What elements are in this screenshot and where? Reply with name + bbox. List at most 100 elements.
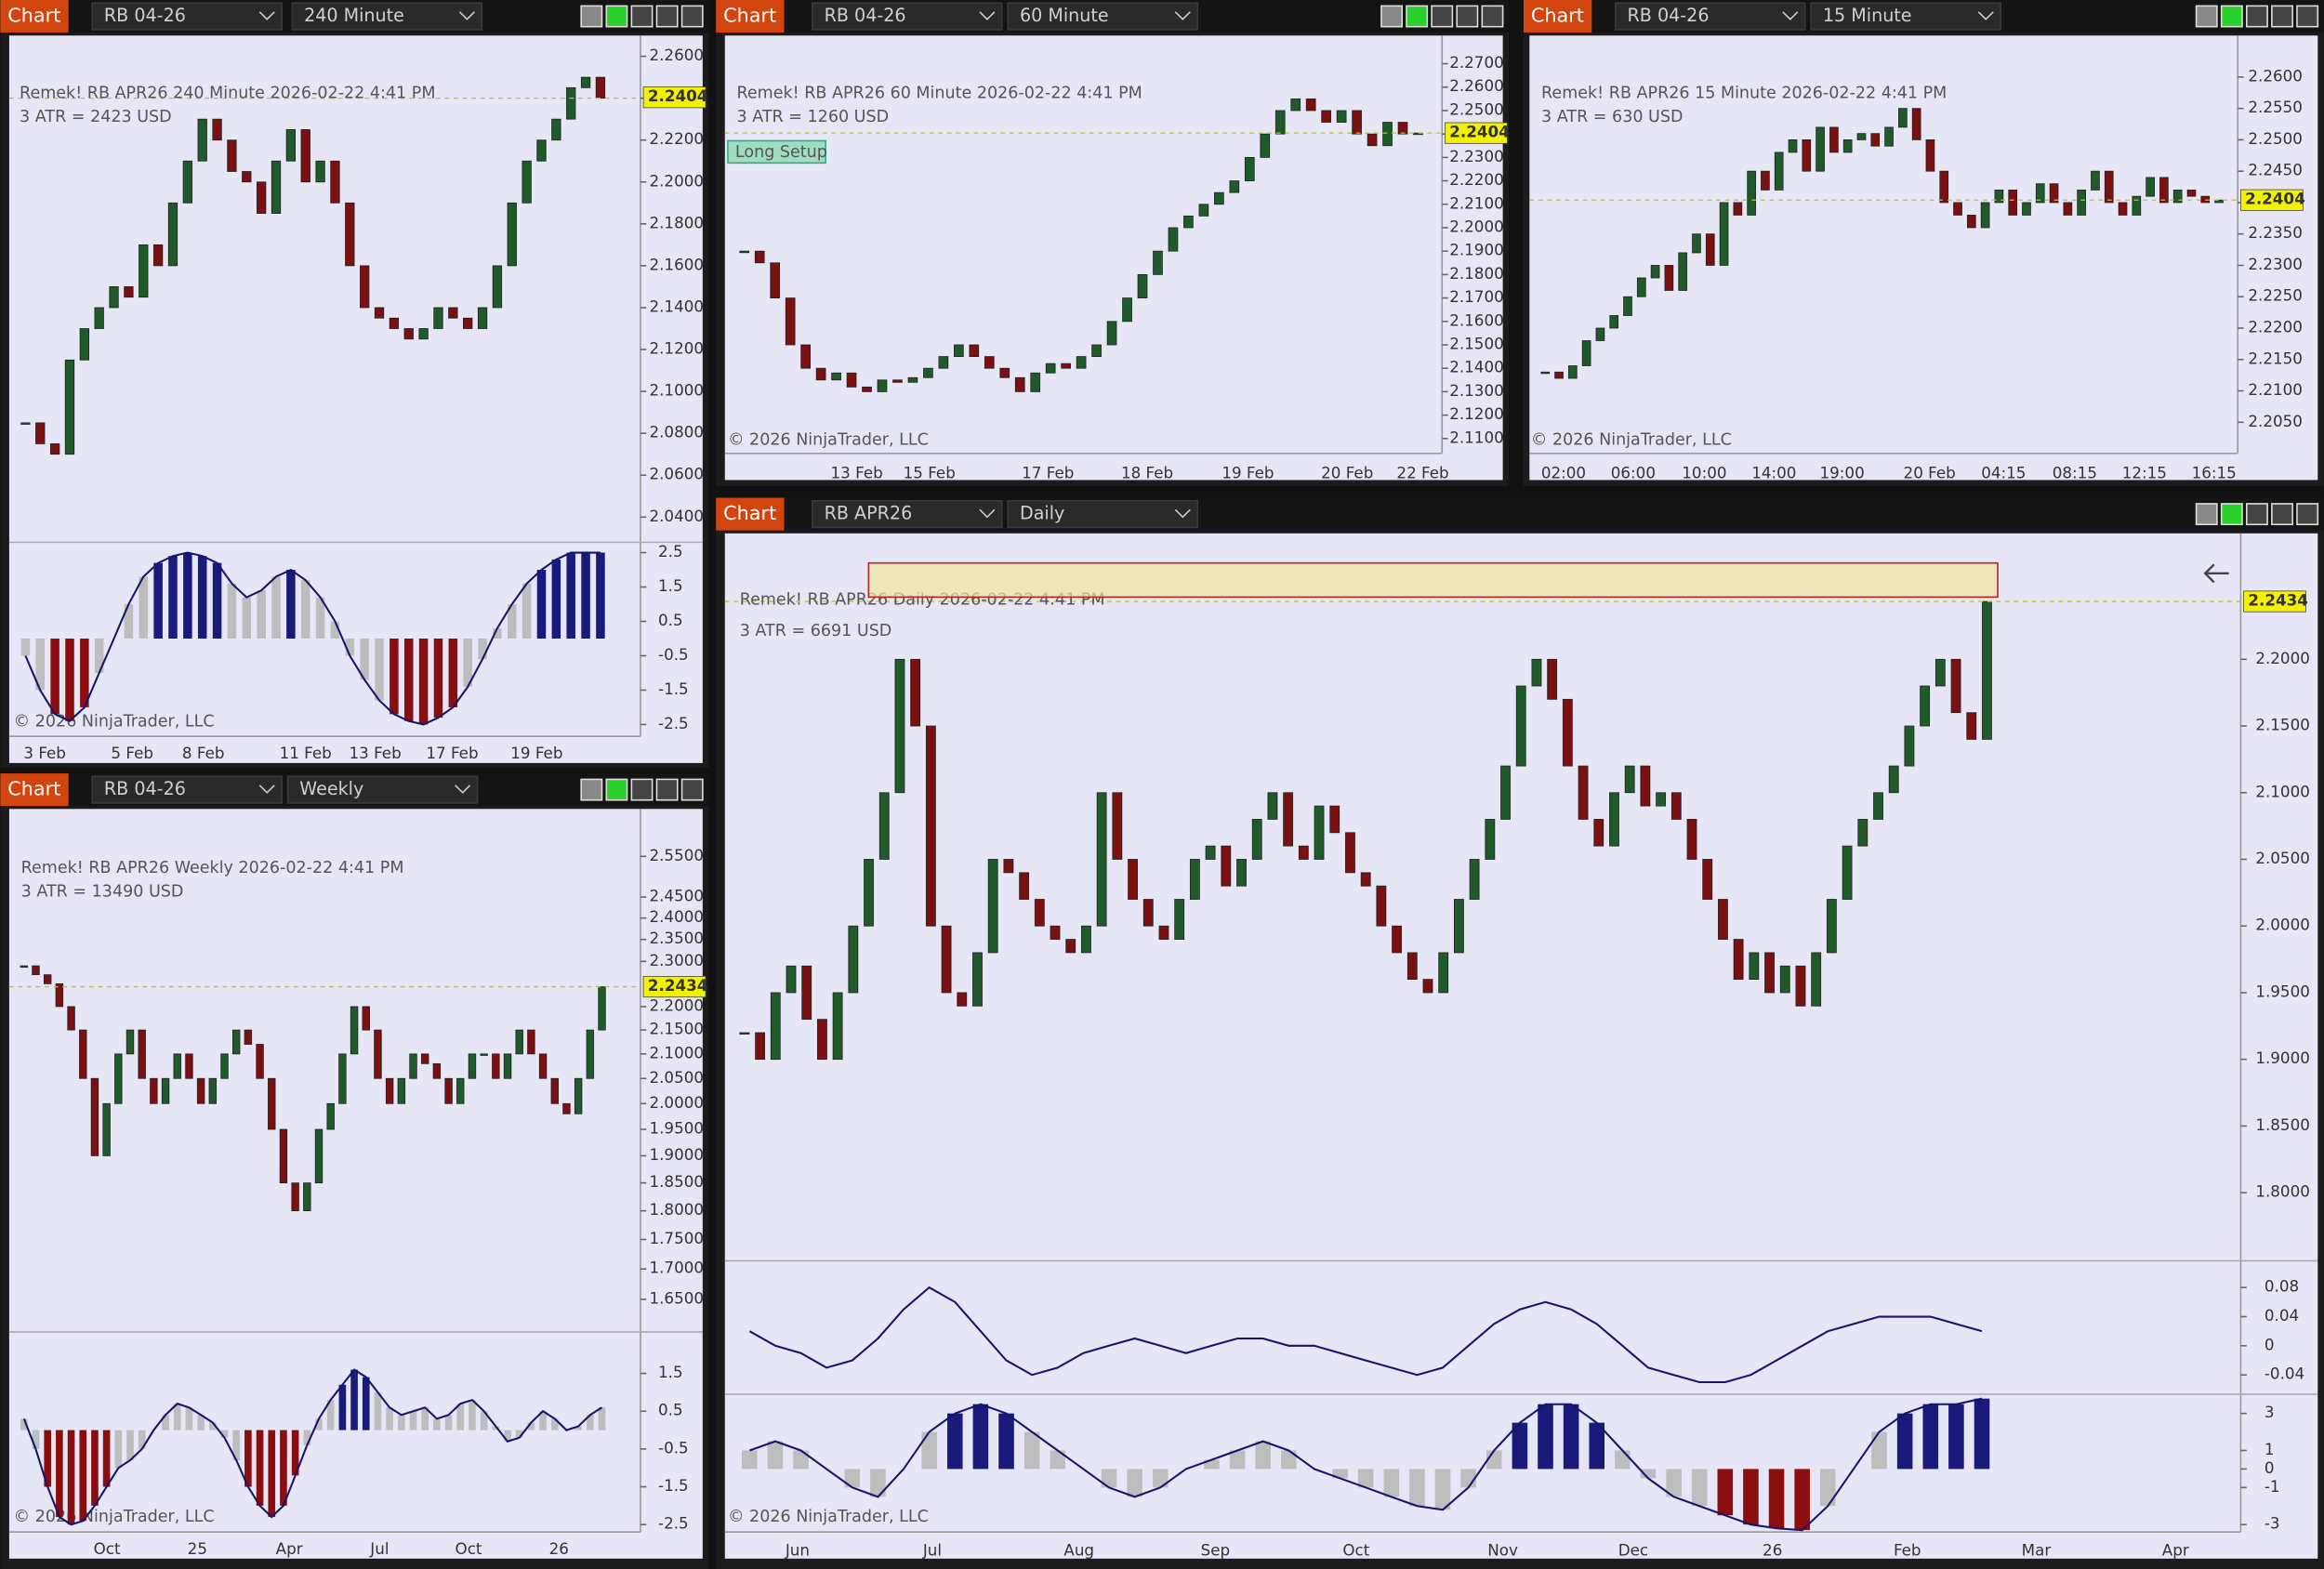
chart-tab[interactable] <box>1523 0 1592 33</box>
osc-bar <box>1409 1469 1425 1507</box>
window-button[interactable] <box>1431 5 1454 28</box>
candle <box>463 317 473 329</box>
osc-bar <box>1255 1441 1271 1470</box>
chart-tab-label[interactable]: Chart <box>723 502 776 524</box>
window-button[interactable] <box>655 5 679 28</box>
chart-tab-label[interactable]: Chart <box>7 5 60 27</box>
window-button[interactable] <box>2296 5 2319 28</box>
interval-label[interactable]: Weekly <box>299 778 363 799</box>
candle <box>1888 765 1899 794</box>
instrument-label[interactable]: RB APR26 <box>825 503 913 524</box>
price-tick-label: 2.2250 <box>2248 286 2303 305</box>
chart-tab[interactable] <box>716 0 785 33</box>
osc-bar <box>153 562 163 639</box>
window-button[interactable] <box>2245 5 2268 28</box>
price-tick-label: 2.0000 <box>2255 916 2310 934</box>
window-button[interactable] <box>680 778 704 801</box>
interval-selector[interactable] <box>1007 2 1199 31</box>
copyright: © 2026 NinjaTrader, LLC <box>14 1508 215 1526</box>
interval-label[interactable]: Daily <box>1020 503 1064 524</box>
window-button[interactable] <box>2195 5 2218 28</box>
osc-bar <box>168 556 178 639</box>
candle <box>330 160 340 204</box>
chart-tab[interactable] <box>0 773 69 807</box>
x-tick-label: 3 Feb <box>23 744 66 762</box>
osc-bar <box>1204 1459 1220 1470</box>
price-tick-label: 2.3000 <box>649 951 704 969</box>
price-tick-label: 1.8500 <box>649 1172 704 1191</box>
window-button[interactable] <box>1481 5 1504 28</box>
candle <box>1267 792 1278 820</box>
interval-selector[interactable] <box>291 2 483 31</box>
instrument-selector[interactable] <box>1614 2 1806 31</box>
window-button[interactable] <box>1456 5 1479 28</box>
window-button[interactable] <box>2296 503 2319 526</box>
interval-label[interactable]: 15 Minute <box>1823 5 1912 26</box>
candle <box>1966 712 1977 740</box>
candle <box>551 118 561 141</box>
x-tick-label: 17 Feb <box>426 744 478 762</box>
instrument-selector[interactable] <box>812 499 1003 529</box>
window-button[interactable] <box>605 778 628 801</box>
window-button[interactable] <box>2271 5 2293 28</box>
window-button[interactable] <box>2195 503 2218 526</box>
interval-label[interactable]: 240 Minute <box>304 5 404 26</box>
chart-tab-label[interactable]: Chart <box>7 778 60 800</box>
candle <box>1934 658 1946 687</box>
x-tick-label: 20 Feb <box>1904 464 1956 482</box>
window-button[interactable] <box>630 5 654 28</box>
interval-selector[interactable] <box>1810 2 2001 31</box>
instrument-label[interactable]: RB 04-26 <box>825 5 906 26</box>
window-button[interactable] <box>2271 503 2293 526</box>
chart-tab[interactable] <box>716 497 785 531</box>
price-tick-label: 2.2350 <box>2248 223 2303 242</box>
window-button[interactable] <box>580 778 603 801</box>
instrument-label[interactable]: RB 04-26 <box>104 778 186 799</box>
candle <box>285 129 297 162</box>
window-button[interactable] <box>2220 503 2243 526</box>
instrument-selector[interactable] <box>91 2 283 31</box>
osc-bar <box>65 638 74 721</box>
instrument-label[interactable]: RB 04-26 <box>104 5 186 26</box>
instrument-selector[interactable] <box>812 2 1003 31</box>
x-tick-label: Apr <box>276 1539 303 1558</box>
candle <box>90 1077 99 1156</box>
chart-tab-label[interactable]: Chart <box>1531 5 1584 27</box>
osc-bar <box>522 583 532 639</box>
candle <box>1065 939 1076 954</box>
interval-selector[interactable] <box>1007 499 1199 529</box>
candle <box>1260 133 1271 158</box>
candle <box>1920 685 1931 727</box>
price-tick-label: 2.2450 <box>2248 161 2303 179</box>
window-button[interactable] <box>2220 5 2243 28</box>
interval-selector[interactable] <box>286 775 479 804</box>
candle <box>477 307 488 329</box>
window-button[interactable] <box>1406 5 1429 28</box>
window-button[interactable] <box>680 5 704 28</box>
osc-tick-label: 1.5 <box>658 1363 683 1381</box>
osc-bar <box>44 1430 51 1487</box>
window-button[interactable] <box>1380 5 1404 28</box>
window-button[interactable] <box>605 5 628 28</box>
back-arrow[interactable] <box>2203 563 2229 584</box>
candle <box>1898 108 1908 128</box>
price-tick-label: 2.4000 <box>649 907 704 926</box>
osc-bar <box>1820 1469 1836 1507</box>
candle <box>492 1053 500 1079</box>
setup-label: Long Setup <box>735 143 827 162</box>
window-button[interactable] <box>630 778 654 801</box>
window-button[interactable] <box>655 778 679 801</box>
candle <box>2200 195 2211 204</box>
chart-tab-label[interactable]: Chart <box>723 5 776 27</box>
instrument-label[interactable]: RB 04-26 <box>1628 5 1710 26</box>
window-button[interactable] <box>2245 503 2268 526</box>
chart-tab[interactable] <box>0 0 69 33</box>
window-button[interactable] <box>580 5 603 28</box>
x-tick-label: Feb <box>1894 1540 1921 1559</box>
interval-label[interactable]: 60 Minute <box>1020 5 1109 26</box>
osc-bar <box>469 1400 476 1431</box>
instrument-selector[interactable] <box>91 775 283 804</box>
osc-bar <box>403 638 414 721</box>
candle <box>1624 765 1635 794</box>
candle <box>1842 845 1853 900</box>
